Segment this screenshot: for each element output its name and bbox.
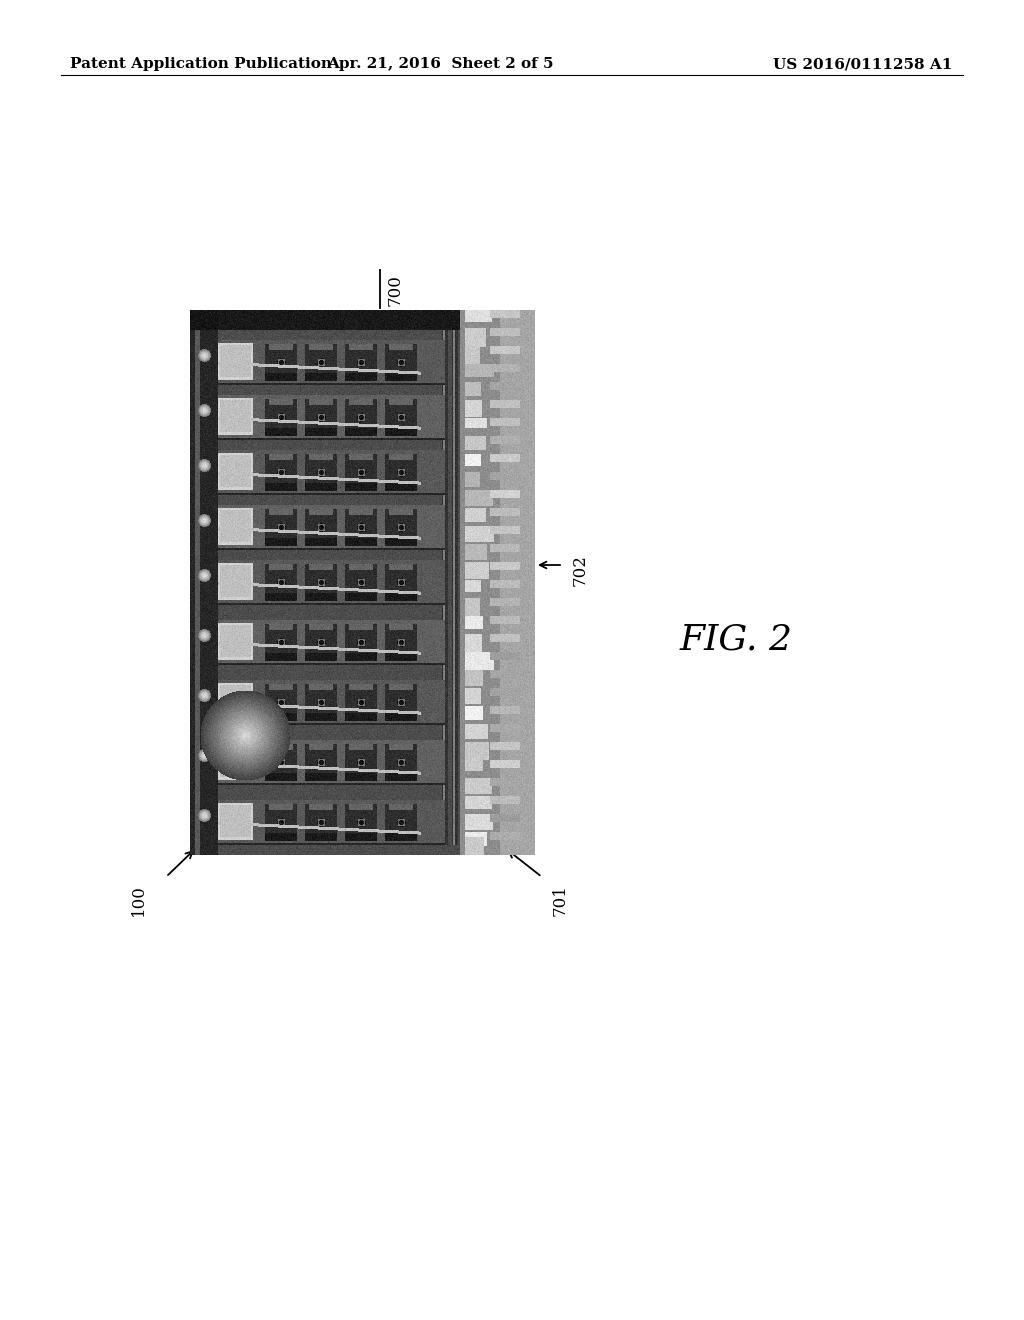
Text: Patent Application Publication: Patent Application Publication	[70, 58, 332, 71]
Text: US 2016/0111258 A1: US 2016/0111258 A1	[773, 58, 952, 71]
Text: 702: 702	[571, 554, 589, 586]
Text: Apr. 21, 2016  Sheet 2 of 5: Apr. 21, 2016 Sheet 2 of 5	[327, 58, 554, 71]
Text: 100: 100	[129, 884, 146, 916]
Text: 701: 701	[552, 884, 568, 916]
Text: FIG. 2: FIG. 2	[680, 623, 793, 657]
Text: 700: 700	[386, 275, 403, 306]
